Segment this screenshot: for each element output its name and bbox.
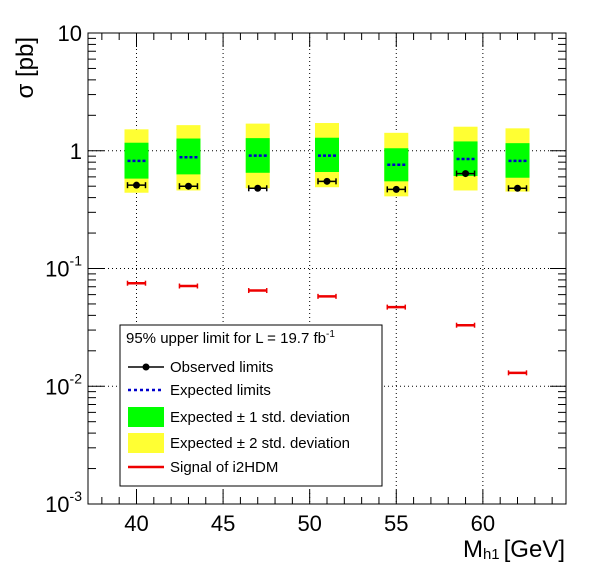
y-tick-label: 10-1 [45,253,82,282]
legend-band2-label: Expected ± 2 std. deviation [170,435,350,452]
y-tick-base: 10 [45,257,69,282]
observed-point [132,181,140,189]
one-sigma-band [505,143,530,178]
x-axis-title: Mh1 [GeV] [463,536,565,563]
x-tick-labels: 40 45 50 55 60 [124,511,495,536]
y-tick-base: 10 [45,492,69,517]
legend-band2-swatch [128,433,164,453]
x-tick-label: 55 [384,511,408,536]
legend: 95% upper limit for L = 19.7 fb-1 Observ… [119,324,383,487]
axis-ticks [88,32,566,505]
observed-point [462,170,470,178]
x-axis-title-unit: [GeV] [504,536,565,563]
legend-header-text: 95% upper limit for L = 19.7 fb [126,330,326,347]
observed-point [254,184,262,192]
y-tick-label: 10 [58,21,82,46]
expected-limits [127,154,527,167]
x-tick-label: 45 [211,511,235,536]
signal-markers [126,280,528,376]
legend-box [119,324,383,487]
observed-point [392,185,400,193]
observed-point [184,182,192,190]
legend-signal-label: Signal of i2HDM [170,459,278,476]
x-tick-label: 60 [471,511,495,536]
legend-header-sup: -1 [326,329,335,340]
x-axis-title-sub: h1 [483,546,500,563]
y-tick-exponent: -3 [70,488,83,504]
x-tick-label: 50 [297,511,321,536]
legend-observed-label: Observed limits [170,359,273,376]
observed-limits [126,170,528,193]
legend-expected-label: Expected limits [170,382,271,399]
y-tick-base: 10 [45,374,69,399]
observed-point [323,177,331,185]
legend-header: 95% upper limit for L = 19.7 fb-1 [126,329,335,347]
y-tick-exponent: -1 [70,253,83,269]
observed-point [514,184,522,192]
y-tick-label: 10-2 [45,370,82,399]
y-axis-title: σ [pb] [12,37,39,99]
legend-band1-swatch [128,407,164,427]
y-tick-label: 1 [70,139,82,164]
x-tick-label: 40 [124,511,148,536]
x-axis-title-main: M [463,536,483,563]
legend-band1-label: Expected ± 1 std. deviation [170,409,350,426]
legend-observed-marker [142,363,150,371]
y-tick-label: 10-3 [45,488,82,517]
y-tick-exponent: -2 [70,370,83,386]
